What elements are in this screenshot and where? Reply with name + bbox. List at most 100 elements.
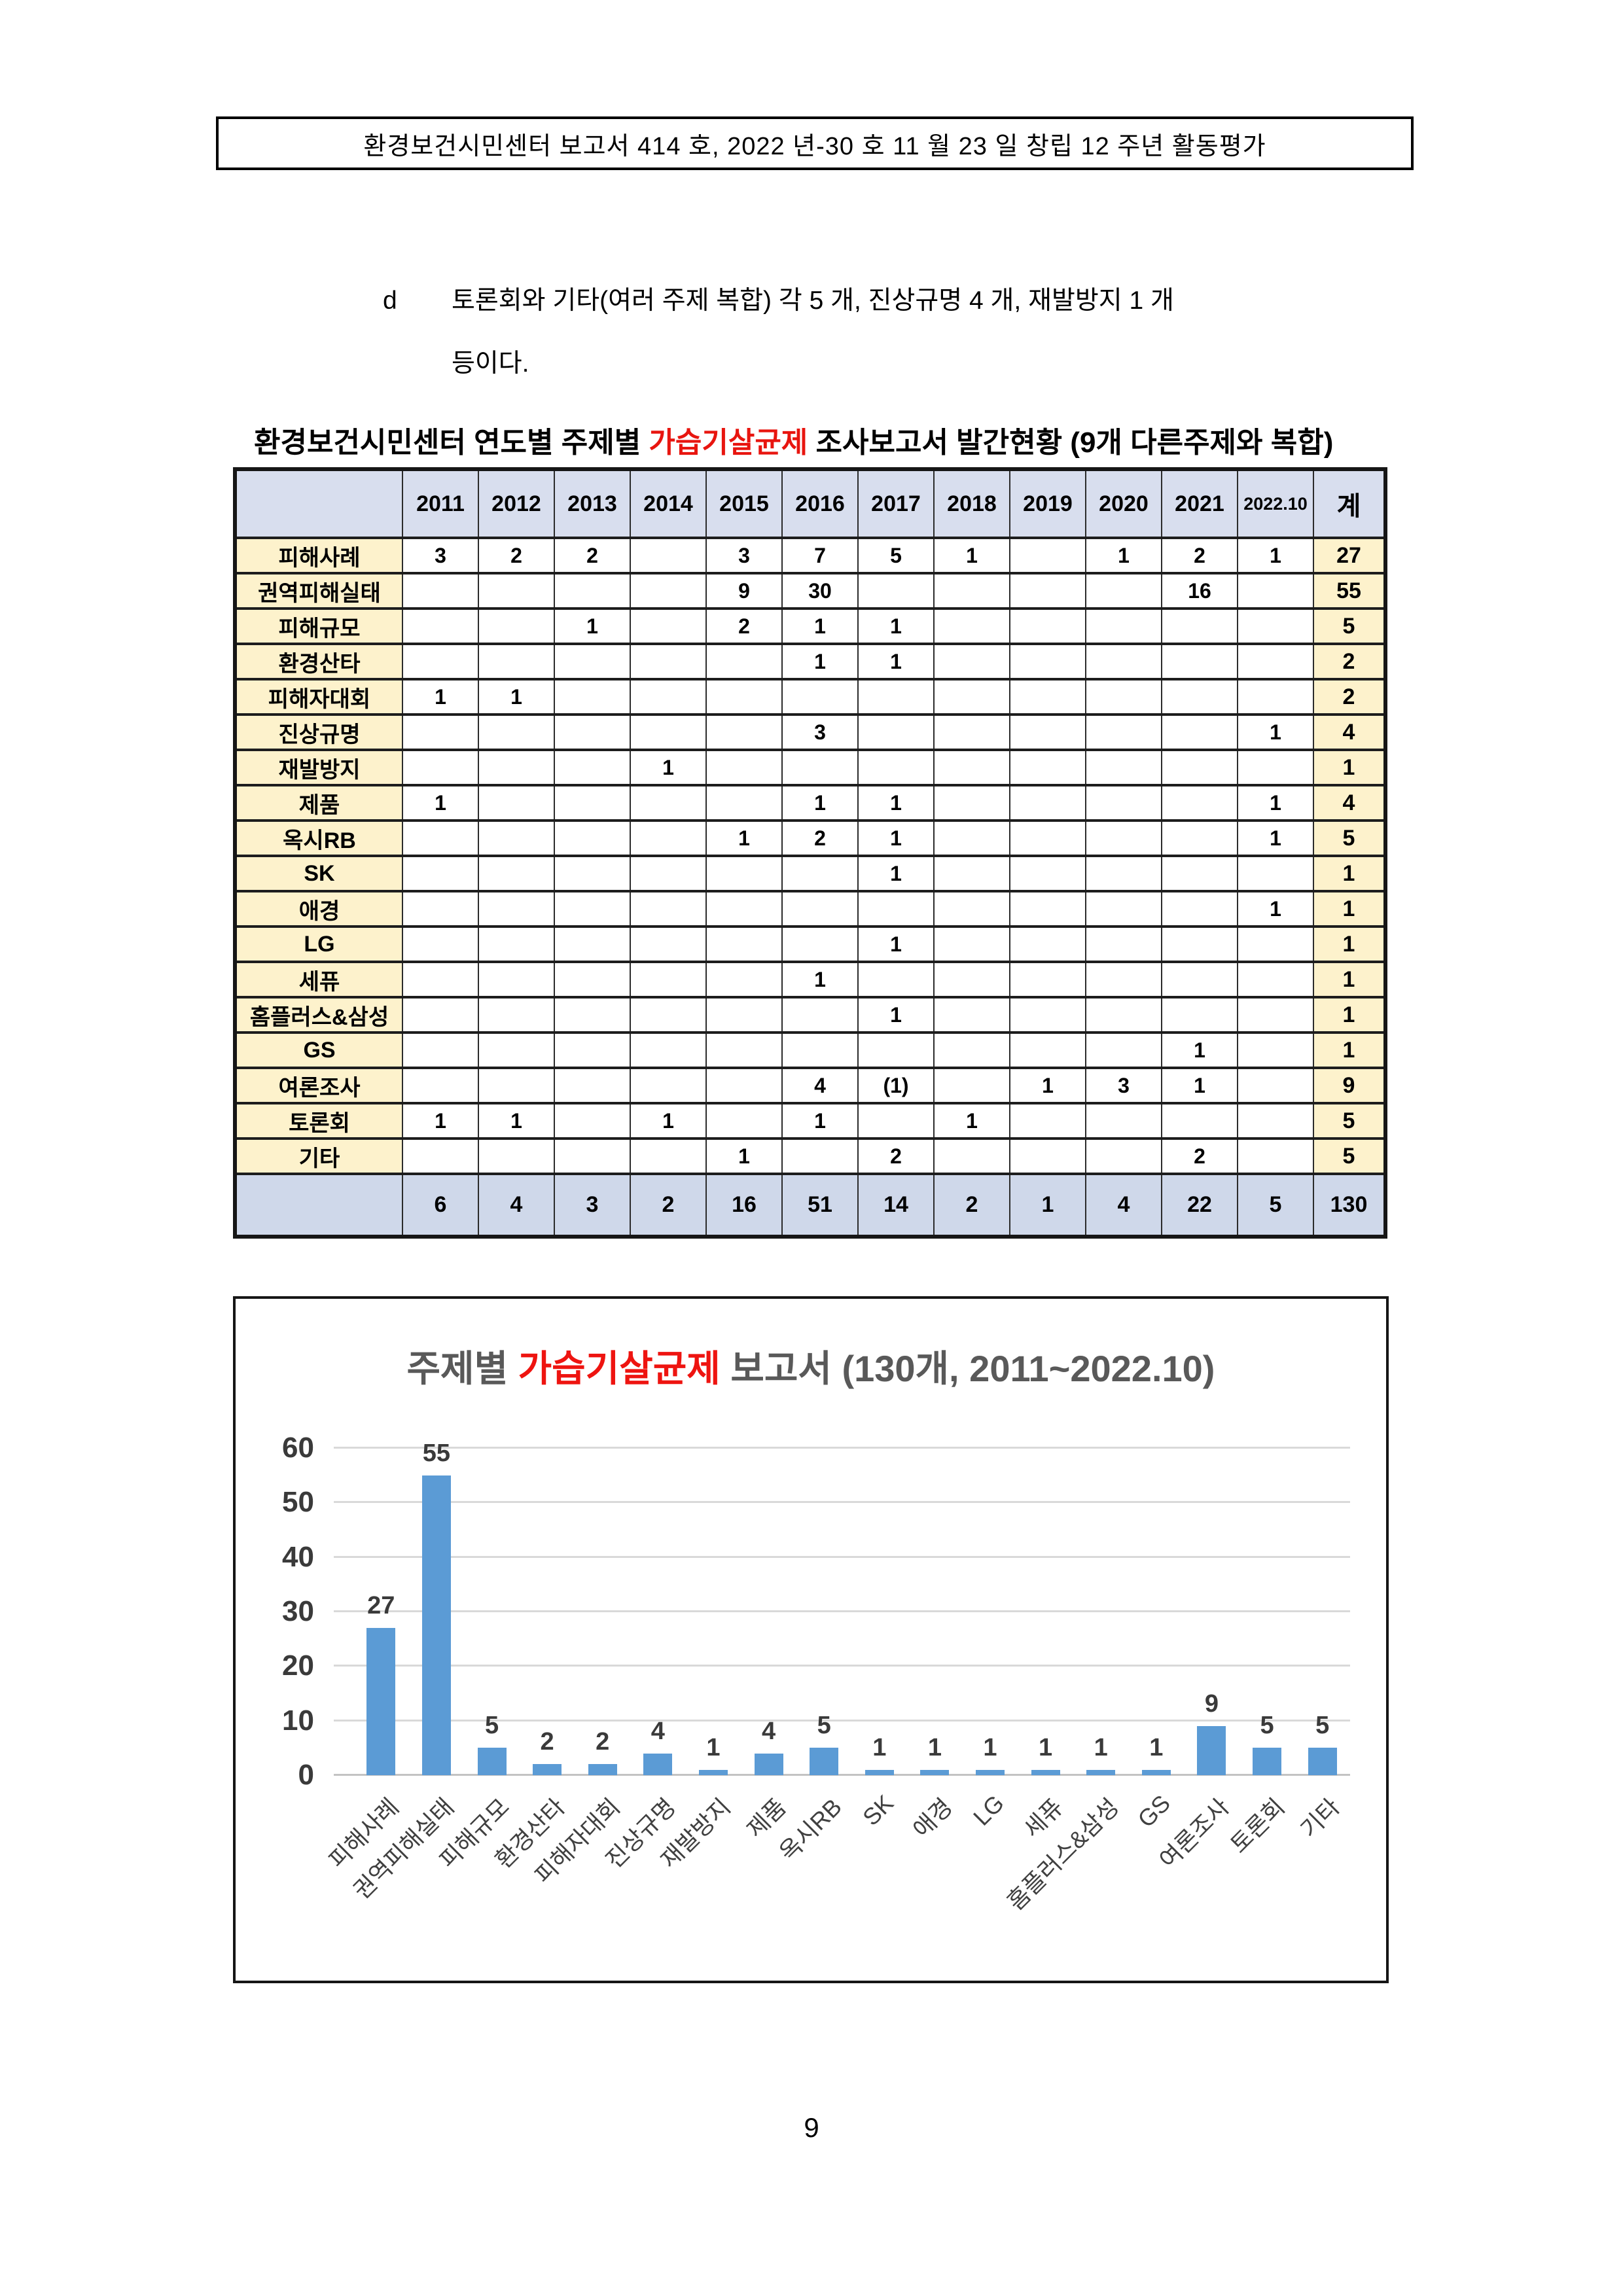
table-cell — [705, 784, 783, 822]
table-cell: 1 — [478, 1102, 555, 1140]
table-cell: 1 — [857, 819, 935, 857]
table-cell — [781, 678, 859, 716]
table-cell — [1161, 678, 1238, 716]
table-row: SK 1 1 — [234, 855, 1386, 892]
bar — [588, 1764, 617, 1775]
bar — [1086, 1769, 1116, 1775]
table-cell — [554, 1102, 631, 1140]
table-cell — [630, 678, 707, 716]
bar-slot: 1 애경 — [907, 1448, 963, 1843]
column-header: 2014 — [630, 468, 707, 539]
table-cell — [933, 607, 1010, 645]
table-cell — [630, 643, 707, 680]
bar-slot: 9 여론조사 — [1154, 1448, 1240, 1873]
table-cell — [705, 925, 783, 963]
column-header: 2012 — [478, 468, 555, 539]
row-label: 애경 — [234, 890, 403, 928]
bar-value-label: 4 — [761, 1717, 776, 1745]
bar-slot: 5 토론회 — [1224, 1448, 1295, 1858]
table-cell: 9 — [705, 572, 783, 610]
table-cell — [1085, 819, 1162, 857]
table-cell: 1 — [1237, 537, 1314, 574]
gridline — [334, 1610, 1350, 1612]
table-cell — [781, 996, 859, 1034]
table-cell: 1 — [705, 819, 783, 857]
category-label: 토론회 — [1224, 1793, 1290, 1858]
table-cell: 1 — [1161, 1067, 1238, 1104]
table-cell — [1085, 1137, 1162, 1175]
bar — [421, 1475, 451, 1775]
table-cell: 3 — [781, 713, 859, 751]
row-total-cell: 1 — [1313, 925, 1386, 963]
table-cell — [478, 572, 555, 610]
table-cell: 2 — [1161, 537, 1238, 574]
table-cell: 2 — [478, 537, 555, 574]
total-cell: 22 — [1161, 1173, 1238, 1238]
table-cell — [933, 961, 1010, 998]
total-cell: 16 — [705, 1173, 783, 1238]
table-cell — [1085, 961, 1162, 998]
table-cell — [1085, 890, 1162, 928]
chart-title: 주제별 가습기살균제 보고서 (130개, 2011~2022.10) — [236, 1339, 1386, 1392]
y-tick-label: 10 — [282, 1704, 314, 1737]
table-cell — [1237, 1137, 1314, 1175]
column-header: 2021 — [1161, 468, 1238, 539]
table-cell — [1009, 925, 1086, 963]
bar-slot: 1 LG — [963, 1448, 1018, 1831]
row-label: 피해자대회 — [234, 678, 403, 716]
table-cell — [1009, 855, 1086, 892]
table-cell — [402, 1067, 479, 1104]
table-cell — [554, 713, 631, 751]
row-label: 제품 — [234, 784, 403, 822]
table-row: 피해규모 1 2 1 1 5 — [234, 607, 1386, 645]
bar-slot: 5 옥시RB — [774, 1448, 852, 1866]
row-label: 토론회 — [234, 1102, 403, 1140]
table-cell — [554, 1137, 631, 1175]
gridline — [334, 1555, 1350, 1558]
paragraph-line1: 토론회와 기타(여러 주제 복합) 각 5 개, 진상규명 4 개, 재발방지 … — [452, 287, 1174, 315]
table-cell — [1237, 643, 1314, 680]
bar-chart: 주제별 가습기살균제 보고서 (130개, 2011~2022.10) 0 10 2… — [233, 1296, 1389, 1983]
table-cell — [1237, 749, 1314, 786]
table-cell — [402, 607, 479, 645]
table-cell: 1 — [857, 607, 935, 645]
row-label: LG — [234, 925, 403, 963]
bar — [1308, 1748, 1337, 1775]
table-cell — [933, 890, 1010, 928]
bar-value-label: 2 — [596, 1728, 610, 1756]
table-cell — [1237, 1067, 1314, 1104]
gridline — [334, 1665, 1350, 1667]
total-cell: 130 — [1313, 1173, 1386, 1238]
y-tick-label: 40 — [282, 1540, 314, 1573]
row-label: SK — [234, 855, 403, 892]
row-label: GS — [234, 1031, 403, 1069]
table-cell — [478, 1067, 555, 1104]
bar — [1197, 1726, 1226, 1775]
chart-title-suffix: 보고서 (130개, 2011~2022.10) — [720, 1348, 1215, 1389]
table-cell — [1085, 572, 1162, 610]
table-cell — [478, 749, 555, 786]
table-cell — [554, 925, 631, 963]
table-cell: 1 — [1085, 537, 1162, 574]
table-cell: 3 — [705, 537, 783, 574]
table-title-suffix: 조사보고서 발간현황 (9개 다른주제와 복합) — [808, 427, 1334, 459]
table-cell — [857, 572, 935, 610]
table-cell — [857, 961, 935, 998]
bar-value-label: 1 — [983, 1733, 997, 1761]
column-header: 2016 — [781, 468, 859, 539]
table-cell: 1 — [781, 961, 859, 998]
yearly-topic-table: 2011 2012 2013 2014 2015 2016 2017 2018 2019 2020… — [233, 467, 1387, 1239]
row-label: 진상규명 — [234, 713, 403, 751]
table-cell — [1009, 537, 1086, 574]
table-cell — [1161, 607, 1238, 645]
bar-value-label: 1 — [1094, 1733, 1108, 1761]
table-cell — [1237, 572, 1314, 610]
row-total-cell: 2 — [1313, 678, 1386, 716]
table-cell — [554, 784, 631, 822]
column-header: 2013 — [554, 468, 631, 539]
body-paragraph: d 토론회와 기타(여러 주제 복합) 각 5 개, 진상규명 4 개, 재발방… — [383, 270, 1174, 395]
table-cell — [1085, 607, 1162, 645]
table-cell — [554, 890, 631, 928]
table-row: 재발방지 1 1 — [234, 749, 1386, 786]
total-cell: 4 — [478, 1173, 555, 1238]
